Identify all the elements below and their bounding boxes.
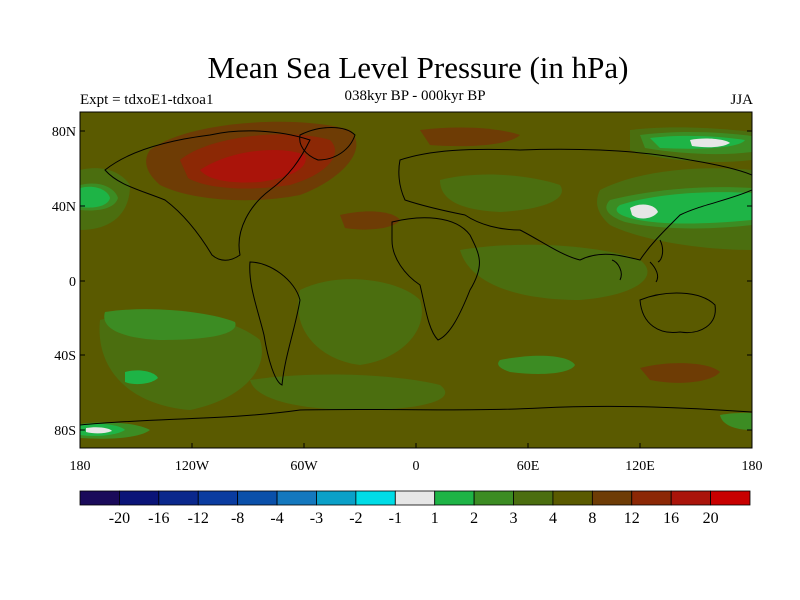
field-3-4-atlantic: [298, 279, 422, 365]
colorbar-swatch: [237, 490, 278, 506]
coast-antarctica: [80, 405, 752, 426]
lon-tick-label: 0: [413, 459, 420, 474]
colorbar-swatch: [591, 490, 633, 506]
lon-tick-label: 60W: [290, 459, 318, 474]
colorbar-label: 1: [431, 510, 439, 527]
colorbar-label: -1: [389, 510, 402, 527]
axis-ticks: 80N 40N 0 40S 80S 180 120W 60W 0 60E 120E 180: [52, 125, 763, 474]
field-2-3-south-indian: [498, 355, 575, 374]
colorbar-swatch: [710, 490, 751, 506]
colorbar-swatch: [473, 490, 514, 506]
colorbar-label: 3: [510, 510, 518, 527]
lat-tick-label: 40S: [54, 349, 76, 364]
field-2-3-south-pacific: [104, 309, 236, 340]
coastlines: [80, 127, 752, 426]
lon-tick-label: 120E: [625, 459, 655, 474]
colorbar-label: -8: [231, 510, 244, 527]
lon-tick-label: 60E: [517, 459, 540, 474]
field-near-zero-antarctic: [86, 427, 112, 434]
coast-eurasia: [398, 148, 752, 261]
field-8-12-atlantic: [340, 211, 400, 230]
field-3-4-eurasia: [440, 174, 562, 212]
colorbar-swatch: [158, 490, 199, 506]
field-near-zero-east-asia: [630, 204, 658, 219]
lon-tick-label: 120W: [175, 459, 210, 474]
colorbar-label: -4: [270, 510, 283, 527]
colorbar-swatch: [79, 490, 120, 506]
colorbar-swatch: [394, 490, 436, 506]
colorbar-label: -16: [148, 510, 169, 527]
map-subtitle: 038kyr BP - 000kyr BP: [344, 88, 486, 104]
lat-tick-label: 40N: [52, 200, 76, 215]
field-3-4-southern: [250, 374, 446, 410]
colorbar-swatch: [197, 490, 239, 506]
colorbar-label: -2: [349, 510, 362, 527]
coast-south-america: [249, 261, 301, 386]
colorbar-label: 20: [703, 510, 719, 527]
colorbar-swatch: [316, 490, 357, 506]
experiment-label: Expt = tdxoE1-tdxoa1: [80, 92, 214, 108]
colorbar-swatch: [670, 490, 711, 506]
field-2-3-antarctic-east: [720, 412, 752, 430]
field-near-zero-arctic: [690, 138, 730, 148]
colorbar-swatch: [355, 490, 396, 506]
field-1-2-south-pacific: [125, 370, 158, 385]
coast-greenland: [299, 127, 356, 161]
colorbar-label: -3: [310, 510, 323, 527]
colorbar-swatch: [631, 490, 672, 506]
season-label: JJA: [730, 92, 753, 108]
colorbar-swatch: [552, 490, 593, 506]
map-title: Mean Sea Level Pressure (in hPa): [207, 50, 629, 85]
coast-north-america: [104, 130, 311, 261]
colorbar-label: 16: [663, 510, 679, 527]
colorbar-label: 2: [470, 510, 478, 527]
colorbar-swatch: [276, 490, 317, 506]
colorbar-label: 4: [549, 510, 557, 527]
lat-tick-label: 0: [69, 275, 76, 290]
colorbar-label: -12: [188, 510, 209, 527]
field-1-2-east-pacific: [80, 186, 110, 208]
lat-tick-label: 80S: [54, 424, 76, 439]
field-8-12-south-indian: [640, 363, 720, 383]
colorbar-label: 8: [588, 510, 596, 527]
field-16-20-north-america: [200, 150, 306, 183]
lon-tick-label: 180: [70, 459, 91, 474]
colorbar-swatch: [119, 490, 160, 506]
colorbar-label: -20: [109, 510, 130, 527]
pressure-field: [80, 112, 752, 448]
colorbar-swatch: [434, 490, 475, 506]
colorbar-label: 12: [624, 510, 640, 527]
field-8-12-arctic-europe: [420, 127, 520, 147]
coast-maritime-islands: [611, 239, 664, 283]
field-3-4-indian: [460, 244, 648, 300]
coast-africa: [391, 217, 480, 341]
coast-australia: [639, 292, 716, 334]
lon-tick-label: 180: [742, 459, 763, 474]
colorbar: -20 -16 -12 -8 -4 -3 -2 -1 1 2 3 4 8 12 16 20: [79, 490, 751, 527]
colorbar-swatch: [513, 490, 554, 506]
lat-tick-label: 80N: [52, 125, 76, 140]
